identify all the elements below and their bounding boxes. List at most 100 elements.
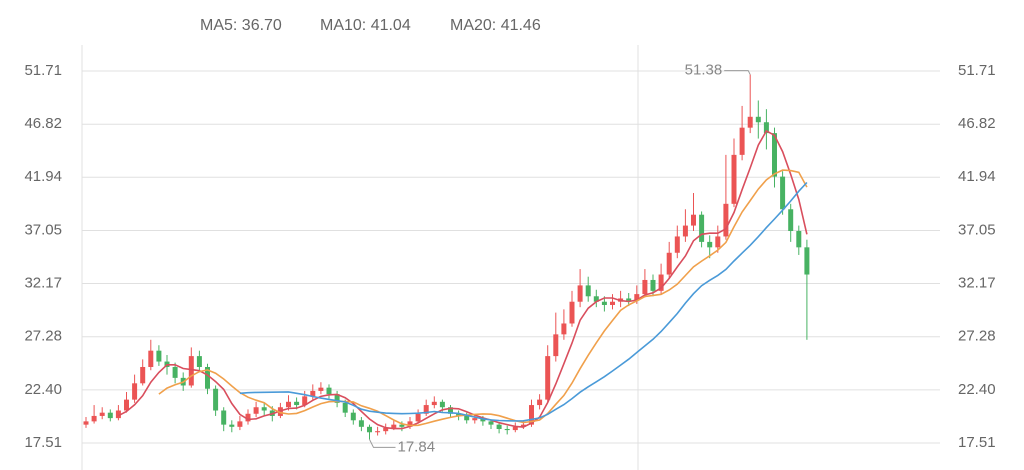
candle-body bbox=[504, 428, 510, 431]
candle-body bbox=[610, 301, 615, 305]
candle-body bbox=[423, 405, 429, 414]
candle-body bbox=[99, 412, 105, 416]
candle-body bbox=[512, 426, 518, 431]
candle-body bbox=[480, 418, 486, 422]
candle-body bbox=[601, 301, 607, 305]
y-tick-label-right: 37.05 bbox=[958, 221, 996, 238]
candle-body bbox=[115, 410, 121, 419]
candle-body bbox=[237, 421, 243, 427]
candle-body bbox=[561, 323, 567, 335]
candle-body bbox=[650, 279, 656, 291]
candle-body bbox=[520, 424, 526, 427]
candle-body bbox=[286, 401, 291, 408]
ma-line bbox=[239, 181, 808, 422]
candle-body bbox=[691, 214, 696, 226]
candle-body bbox=[634, 294, 640, 301]
candle-body bbox=[229, 424, 235, 427]
candle-body bbox=[537, 399, 543, 406]
y-tick-label: 22.40 bbox=[24, 381, 62, 398]
candle-body bbox=[431, 401, 437, 406]
candle-body bbox=[399, 424, 405, 427]
candle-body bbox=[448, 407, 453, 414]
y-tick-label: 46.82 bbox=[24, 115, 62, 132]
candle-body bbox=[464, 415, 470, 421]
candle-body bbox=[91, 415, 97, 422]
candle-body bbox=[723, 203, 729, 237]
annotation-leader bbox=[724, 70, 751, 75]
candle-body bbox=[415, 413, 421, 422]
candle-body bbox=[107, 412, 113, 419]
candle-body bbox=[407, 421, 413, 427]
candle-body bbox=[747, 116, 753, 128]
y-tick-label-right: 46.82 bbox=[958, 115, 996, 132]
legend-entry: MA20: 41.46 bbox=[450, 17, 541, 34]
max-annotation: 51.38 bbox=[685, 62, 723, 79]
candle-body bbox=[699, 214, 705, 242]
candle-body bbox=[772, 133, 777, 177]
candle-body bbox=[666, 252, 672, 275]
candle-body bbox=[674, 236, 680, 253]
candle-body bbox=[188, 356, 194, 386]
y-tick-label: 41.94 bbox=[24, 168, 62, 185]
candle-body bbox=[626, 298, 632, 301]
candle-body bbox=[569, 301, 575, 324]
candle-body bbox=[326, 387, 332, 395]
y-tick-label-right: 22.40 bbox=[958, 381, 996, 398]
min-annotation: 17.84 bbox=[398, 438, 436, 455]
candle-body bbox=[140, 366, 146, 384]
candle-body bbox=[577, 285, 583, 302]
candle-body bbox=[739, 127, 745, 155]
candle-body bbox=[310, 390, 316, 397]
candle-body bbox=[350, 412, 356, 421]
candle-body bbox=[472, 418, 478, 421]
candle-body bbox=[488, 421, 494, 425]
candle-body bbox=[367, 426, 372, 433]
y-tick-label-right: 17.51 bbox=[958, 434, 996, 451]
candle-body bbox=[496, 424, 502, 429]
candle-body bbox=[796, 231, 802, 248]
candle-body bbox=[383, 427, 389, 432]
candle-body bbox=[545, 356, 551, 400]
candle-body bbox=[148, 350, 154, 367]
candle-body bbox=[593, 296, 599, 302]
y-tick-label-right: 32.17 bbox=[958, 275, 996, 292]
candle-body bbox=[780, 176, 786, 210]
candle-body bbox=[318, 387, 324, 391]
y-tick-label-right: 27.28 bbox=[958, 328, 996, 345]
candle-body bbox=[755, 116, 761, 123]
candle-body bbox=[788, 209, 794, 232]
candle-body bbox=[804, 247, 810, 275]
y-tick-label: 51.71 bbox=[24, 62, 62, 79]
y-tick-label-right: 51.71 bbox=[958, 62, 996, 79]
candle-body bbox=[658, 274, 664, 291]
ma-line bbox=[118, 129, 808, 430]
candle-body bbox=[585, 285, 591, 297]
candle-body bbox=[375, 431, 381, 433]
candle-body bbox=[456, 413, 462, 416]
candle-body bbox=[553, 334, 559, 357]
y-tick-label: 32.17 bbox=[24, 275, 62, 292]
candle-body bbox=[529, 405, 534, 425]
candle-body bbox=[156, 350, 162, 362]
candle-body bbox=[221, 410, 227, 425]
candle-body bbox=[358, 420, 364, 427]
candle-body bbox=[294, 401, 300, 406]
candle-body bbox=[124, 399, 129, 411]
legend-entry: MA5: 36.70 bbox=[200, 17, 282, 34]
candle-body bbox=[213, 388, 219, 411]
candle-body bbox=[132, 383, 138, 400]
candle-body bbox=[715, 236, 721, 248]
y-tick-label-right: 41.94 bbox=[958, 168, 996, 185]
candle-body bbox=[342, 402, 348, 413]
legend-entry: MA10: 41.04 bbox=[320, 17, 411, 34]
y-tick-label: 27.28 bbox=[24, 328, 62, 345]
ma-line bbox=[158, 169, 808, 427]
candle-body bbox=[334, 394, 340, 403]
candle-body bbox=[196, 356, 202, 367]
candle-body bbox=[391, 424, 397, 428]
candle-body bbox=[707, 241, 713, 248]
y-tick-label: 37.05 bbox=[24, 221, 62, 238]
candle-body bbox=[731, 154, 737, 204]
annotation-leader bbox=[369, 439, 396, 448]
